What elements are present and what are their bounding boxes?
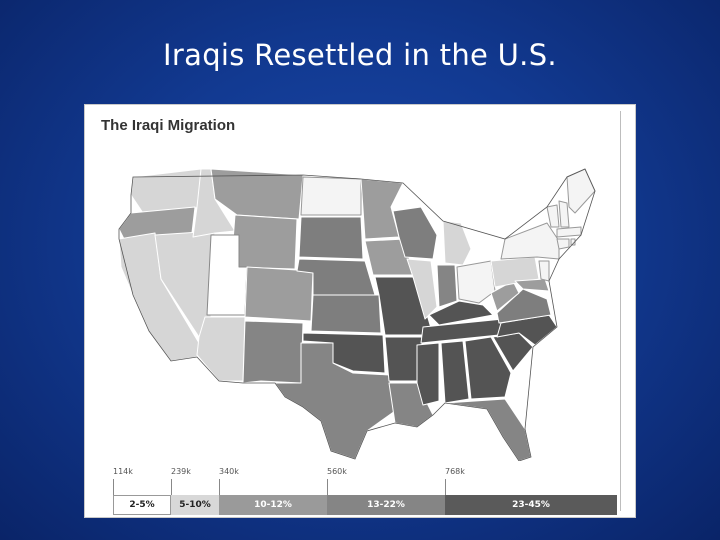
legend-tick xyxy=(219,479,220,499)
legend-bar: 2-5% 5-10% 10-12% 13-22% 23-45% xyxy=(113,495,617,515)
map-panel-inner: The Iraqi Migration xyxy=(99,111,621,515)
state-washington xyxy=(130,168,205,214)
legend-segment-5-10: 5-10% xyxy=(171,495,219,515)
state-arizona xyxy=(196,316,246,382)
legend-tick xyxy=(171,479,172,499)
state-wyoming xyxy=(230,214,298,270)
state-kansas xyxy=(310,294,382,334)
state-new-mexico xyxy=(242,320,304,384)
state-ohio xyxy=(456,260,496,304)
state-oklahoma xyxy=(302,332,386,374)
legend: 114k 239k 340k 560k 768k 2-5% 5-10% 10-1… xyxy=(113,467,623,517)
state-montana xyxy=(210,168,304,220)
state-new-jersey xyxy=(538,260,550,282)
state-south-dakota xyxy=(298,216,364,260)
state-indiana xyxy=(436,264,458,308)
state-connecticut xyxy=(556,238,570,250)
state-vermont xyxy=(546,204,560,228)
legend-tick-label: 239k xyxy=(171,467,191,476)
legend-tick-label: 340k xyxy=(219,467,239,476)
legend-tick xyxy=(327,479,328,499)
state-new-hampshire xyxy=(558,200,570,228)
state-mississippi xyxy=(416,342,440,406)
state-colorado xyxy=(244,266,314,322)
legend-tick-label: 560k xyxy=(327,467,347,476)
state-georgia xyxy=(464,336,512,400)
state-maryland xyxy=(514,278,550,292)
state-minnesota xyxy=(360,178,404,240)
legend-segment-23-45: 23-45% xyxy=(445,495,617,515)
legend-segment-10-12: 10-12% xyxy=(219,495,327,515)
state-alabama xyxy=(440,340,470,404)
state-new-york xyxy=(500,222,560,260)
slide-title: Iraqis Resettled in the U.S. xyxy=(163,38,557,72)
state-maine xyxy=(566,168,596,214)
state-illinois xyxy=(406,258,438,320)
state-florida xyxy=(444,398,532,461)
legend-tick-label: 768k xyxy=(445,467,465,476)
legend-tick xyxy=(445,479,446,499)
legend-tick xyxy=(113,479,114,499)
map-panel: The Iraqi Migration xyxy=(84,104,636,518)
state-wisconsin xyxy=(392,206,438,260)
state-michigan xyxy=(442,220,472,266)
state-massachusetts xyxy=(556,226,582,238)
state-north-dakota xyxy=(300,176,362,216)
state-rhode-island xyxy=(570,238,576,246)
us-outline xyxy=(118,168,596,461)
map-title: The Iraqi Migration xyxy=(101,117,236,134)
legend-tick-label: 114k xyxy=(113,467,133,476)
legend-segment-13-22: 13-22% xyxy=(327,495,445,515)
state-kentucky xyxy=(428,300,494,326)
us-choropleth-map xyxy=(118,168,596,461)
legend-segment-2-5: 2-5% xyxy=(113,495,171,515)
